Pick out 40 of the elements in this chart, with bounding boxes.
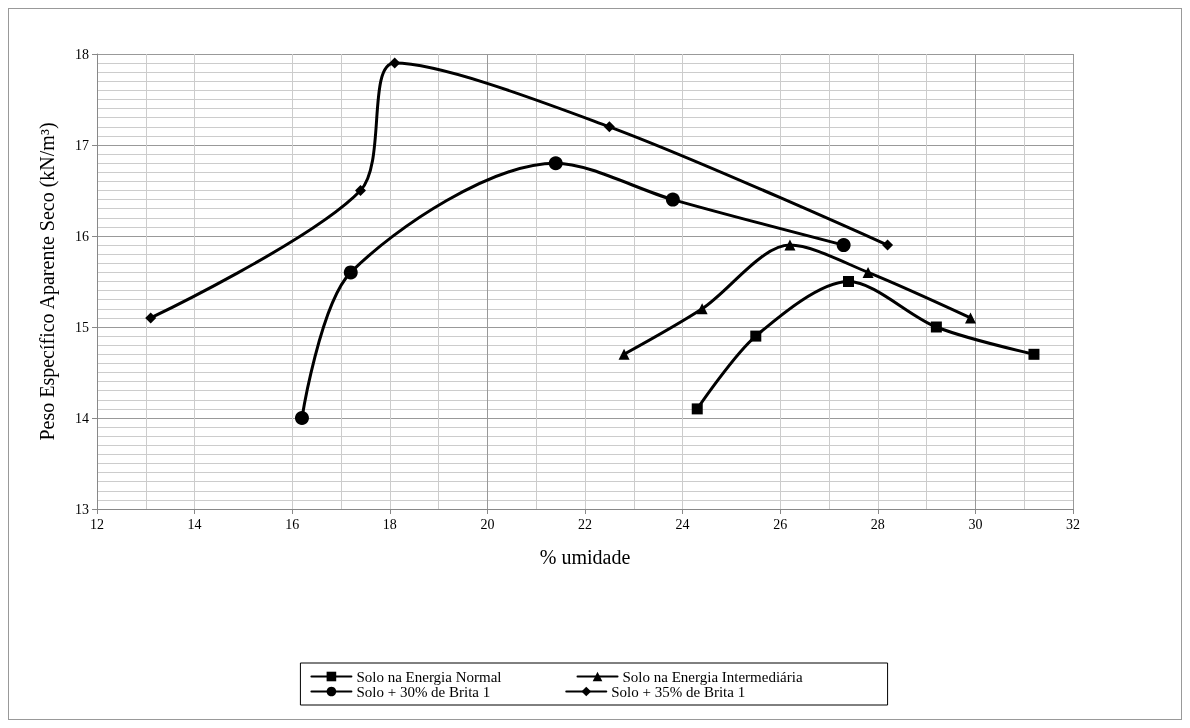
x-tick-label: 12 bbox=[90, 516, 104, 532]
x-tick-label: 16 bbox=[285, 516, 300, 532]
y-tick-label: 13 bbox=[75, 501, 89, 517]
x-tick-label: 32 bbox=[1066, 516, 1080, 532]
x-axis-title: % umidade bbox=[539, 546, 631, 568]
point bbox=[343, 265, 358, 280]
point bbox=[618, 348, 630, 360]
point bbox=[836, 238, 851, 253]
x-tick-label: 26 bbox=[773, 516, 788, 532]
point bbox=[750, 330, 762, 342]
x-tick-label: 14 bbox=[187, 516, 202, 532]
x-tick-label: 22 bbox=[578, 516, 592, 532]
legend-label: Solo na Energia Intermediária bbox=[622, 668, 878, 685]
point bbox=[355, 185, 367, 196]
point bbox=[882, 239, 894, 251]
point bbox=[862, 266, 874, 278]
y-tick-label: 18 bbox=[75, 46, 89, 62]
x-tick-label: 24 bbox=[675, 516, 690, 532]
point bbox=[294, 411, 309, 425]
point bbox=[784, 239, 796, 251]
x-tick-label: 30 bbox=[968, 516, 983, 532]
x-tick-label: 28 bbox=[870, 516, 885, 532]
y-tick-label: 15 bbox=[75, 319, 89, 335]
y-tick-label: 17 bbox=[75, 137, 89, 153]
legend-label: Solo na Energia Normal bbox=[356, 668, 577, 685]
point bbox=[930, 321, 942, 333]
point bbox=[843, 276, 855, 287]
x-tick-label: 18 bbox=[382, 516, 397, 532]
y-tick-label: 14 bbox=[75, 410, 89, 426]
point bbox=[691, 403, 703, 415]
point bbox=[965, 312, 977, 324]
point bbox=[548, 156, 563, 171]
point bbox=[665, 192, 680, 207]
y-tick-label: 16 bbox=[75, 228, 89, 244]
point bbox=[1028, 348, 1040, 360]
point bbox=[145, 312, 157, 324]
x-tick-label: 20 bbox=[480, 516, 495, 532]
point bbox=[603, 121, 615, 133]
point bbox=[696, 303, 708, 315]
y-axis-title: Peso Específico Aparente Seco (kN/m³) bbox=[36, 122, 59, 441]
